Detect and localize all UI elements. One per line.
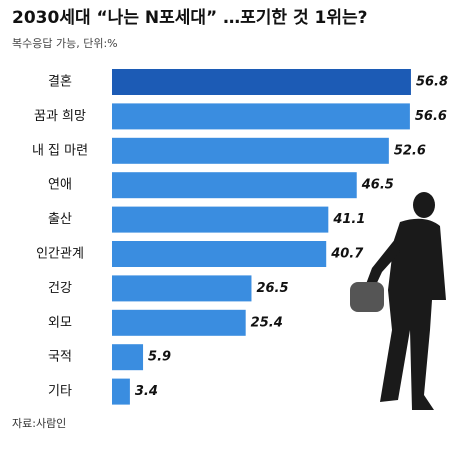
- chart-subtitle: 복수응답 가능, 단위:%: [12, 37, 118, 50]
- source: 자료:사람인: [12, 417, 66, 430]
- category-label: 출산: [48, 212, 72, 227]
- category-label: 외모: [48, 315, 72, 330]
- category-label: 인간관계: [36, 247, 84, 262]
- bar: [112, 206, 329, 233]
- value-label: 3.4: [135, 384, 158, 399]
- value-label: 56.6: [415, 109, 447, 124]
- bar: [112, 378, 130, 405]
- category-label: 꿈과 희망: [34, 109, 86, 124]
- category-label: 건강: [48, 281, 72, 296]
- category-label: 연애: [48, 178, 72, 193]
- walking-man: [350, 192, 446, 410]
- value-label: 5.9: [148, 350, 171, 365]
- bar: [112, 344, 144, 371]
- bar: [112, 241, 327, 267]
- value-label: 25.4: [251, 315, 283, 330]
- category-label: 기타: [48, 384, 72, 399]
- bar: [112, 69, 411, 95]
- value-label: 41.1: [332, 212, 365, 227]
- value-label: 56.8: [416, 75, 448, 90]
- bar: [112, 309, 246, 336]
- category-label: 내 집 마련: [32, 143, 88, 158]
- value-label: 46.5: [361, 178, 394, 193]
- category-label: 결혼: [48, 75, 72, 90]
- value-label: 52.6: [394, 143, 426, 158]
- category-label: 국적: [48, 350, 72, 365]
- bar: [112, 137, 389, 164]
- value-label: 40.7: [330, 247, 364, 262]
- value-label: 26.5: [256, 281, 288, 296]
- chart-title: 2030세대 “나는 N포세대” …포기한 것 1위는?: [12, 8, 368, 28]
- bar: [112, 172, 357, 199]
- bar: [112, 103, 410, 130]
- bar: [112, 275, 252, 302]
